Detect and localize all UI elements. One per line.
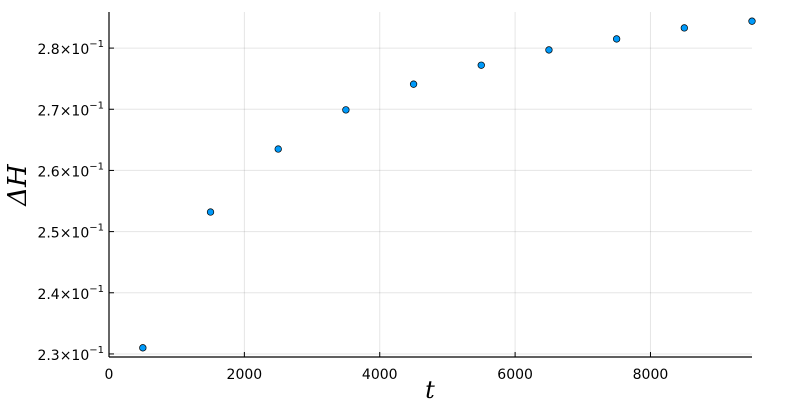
data-point	[342, 106, 350, 114]
y-tick-label: 2.7×10−1	[37, 100, 104, 119]
data-point	[409, 80, 418, 88]
x-tick-label: 2000	[227, 367, 263, 383]
y-tick-label: 2.4×10−1	[37, 284, 104, 303]
y-tick-label: 2.5×10−1	[37, 223, 104, 242]
data-point	[748, 17, 756, 25]
y-tick-label: 2.6×10−1	[37, 161, 104, 180]
axes: 0 2000 4000 6000 8000 2.3×10−1 2.4×10−1 2.5×10−…	[37, 12, 752, 383]
data-point	[545, 46, 553, 54]
x-tick-label: 0	[105, 367, 114, 383]
y-tick-label: 2.3×10−1	[37, 345, 104, 364]
data-point	[139, 344, 147, 352]
data-point	[274, 145, 282, 153]
data-point	[612, 35, 621, 43]
y-axis-label: ΔH	[3, 163, 33, 207]
grid	[109, 12, 752, 357]
x-tick-label: 8000	[633, 367, 669, 383]
data-point	[477, 61, 485, 69]
data-points	[139, 17, 756, 352]
data-point	[680, 24, 688, 32]
y-tick-label: 2.8×10−1	[37, 39, 104, 58]
x-axis-label: t	[425, 376, 435, 400]
x-tick-label: 4000	[362, 367, 398, 383]
x-tick-label: 6000	[497, 367, 533, 383]
data-point	[206, 208, 215, 216]
